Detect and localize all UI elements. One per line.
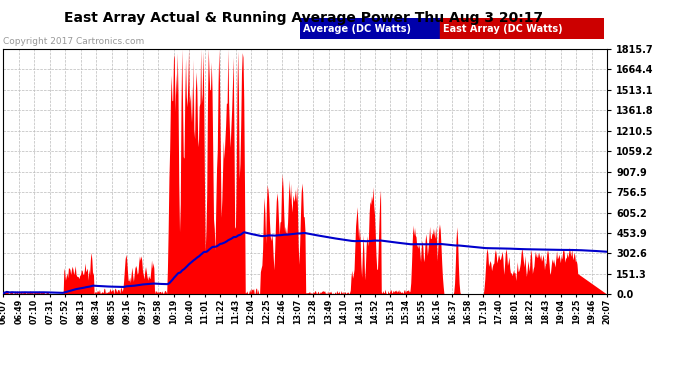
Bar bbox=[300, 18, 440, 39]
Text: East Array (DC Watts): East Array (DC Watts) bbox=[443, 24, 562, 33]
Bar bbox=[440, 18, 604, 39]
Text: Copyright 2017 Cartronics.com: Copyright 2017 Cartronics.com bbox=[3, 38, 145, 46]
Text: Average (DC Watts): Average (DC Watts) bbox=[303, 24, 411, 33]
Text: East Array Actual & Running Average Power Thu Aug 3 20:17: East Array Actual & Running Average Powe… bbox=[64, 11, 543, 25]
